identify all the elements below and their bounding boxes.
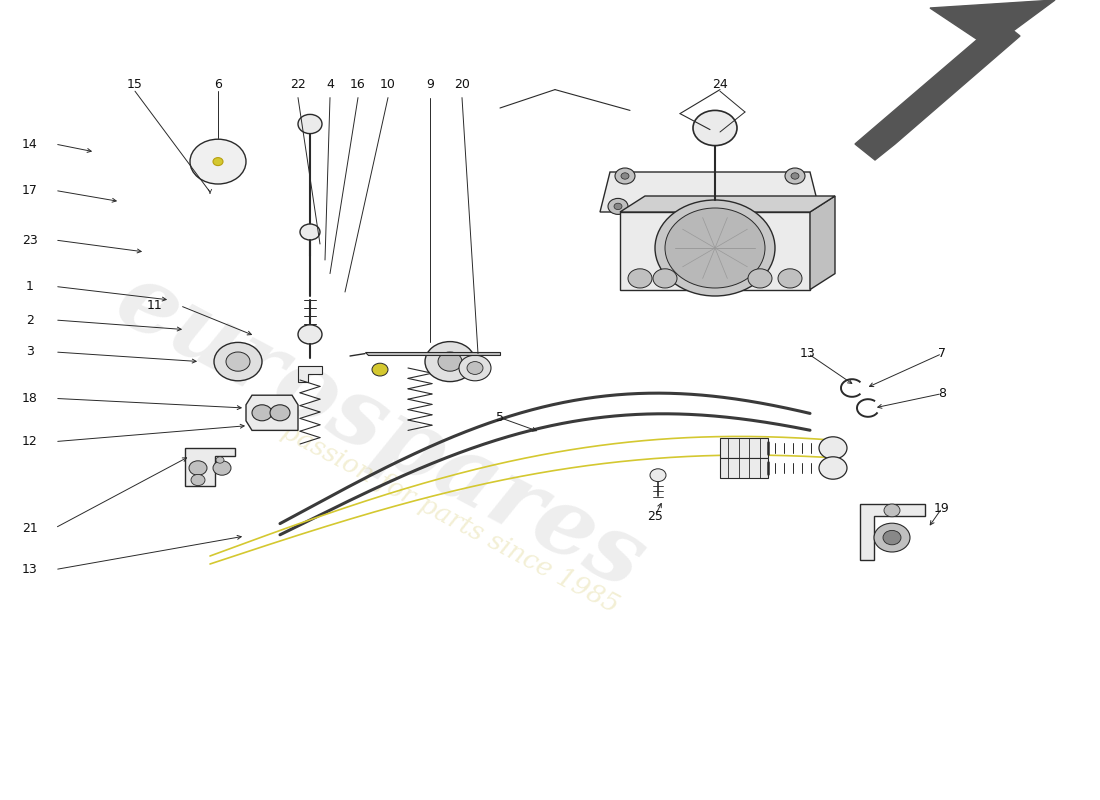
- Circle shape: [884, 504, 900, 517]
- Text: 12: 12: [22, 435, 37, 448]
- Text: 5: 5: [496, 411, 504, 424]
- Text: 13: 13: [22, 563, 37, 576]
- Circle shape: [820, 437, 847, 459]
- Circle shape: [252, 405, 272, 421]
- Circle shape: [820, 457, 847, 479]
- Text: 20: 20: [454, 78, 470, 90]
- Circle shape: [226, 352, 250, 371]
- Text: 19: 19: [934, 502, 950, 514]
- Circle shape: [785, 168, 805, 184]
- Circle shape: [802, 203, 810, 210]
- Circle shape: [438, 352, 462, 371]
- Circle shape: [791, 173, 799, 179]
- Circle shape: [653, 269, 676, 288]
- Circle shape: [874, 523, 910, 552]
- Polygon shape: [855, 20, 1020, 160]
- Text: 10: 10: [381, 78, 396, 90]
- Circle shape: [693, 110, 737, 146]
- Circle shape: [372, 363, 388, 376]
- Text: 22: 22: [290, 78, 306, 90]
- Circle shape: [298, 114, 322, 134]
- Text: 11: 11: [147, 299, 163, 312]
- Polygon shape: [810, 196, 835, 290]
- Text: 21: 21: [22, 522, 37, 534]
- Circle shape: [298, 325, 322, 344]
- Text: 1: 1: [26, 280, 34, 293]
- Text: 4: 4: [326, 78, 334, 90]
- Text: a passion for parts since 1985: a passion for parts since 1985: [256, 406, 624, 618]
- Circle shape: [468, 362, 483, 374]
- Text: 8: 8: [938, 387, 946, 400]
- Polygon shape: [246, 395, 298, 430]
- Polygon shape: [600, 172, 820, 212]
- Circle shape: [666, 208, 764, 288]
- Text: 18: 18: [22, 392, 37, 405]
- Polygon shape: [720, 458, 768, 478]
- Text: 25: 25: [647, 510, 663, 522]
- Text: 6: 6: [214, 78, 222, 90]
- Text: 9: 9: [426, 78, 433, 90]
- Circle shape: [650, 469, 666, 482]
- Circle shape: [748, 269, 772, 288]
- Circle shape: [191, 474, 205, 486]
- Polygon shape: [365, 352, 501, 355]
- Circle shape: [628, 269, 652, 288]
- Text: 2: 2: [26, 314, 34, 326]
- Circle shape: [216, 457, 224, 463]
- Text: eurospares: eurospares: [100, 255, 660, 609]
- Circle shape: [459, 355, 491, 381]
- Circle shape: [190, 139, 246, 184]
- Circle shape: [608, 198, 628, 214]
- Polygon shape: [620, 212, 810, 290]
- Text: 16: 16: [350, 78, 366, 90]
- Circle shape: [778, 269, 802, 288]
- Text: 14: 14: [22, 138, 37, 150]
- Polygon shape: [860, 504, 925, 560]
- Polygon shape: [720, 438, 768, 458]
- Polygon shape: [620, 196, 835, 212]
- Polygon shape: [185, 448, 235, 486]
- Text: 3: 3: [26, 346, 34, 358]
- Circle shape: [425, 342, 475, 382]
- Circle shape: [270, 405, 290, 421]
- Circle shape: [796, 198, 816, 214]
- Text: 7: 7: [938, 347, 946, 360]
- Text: 17: 17: [22, 184, 37, 197]
- Circle shape: [614, 203, 622, 210]
- Text: 15: 15: [128, 78, 143, 90]
- Circle shape: [883, 530, 901, 545]
- Circle shape: [654, 200, 776, 296]
- Text: 24: 24: [712, 78, 728, 90]
- Text: 13: 13: [800, 347, 816, 360]
- Circle shape: [615, 168, 635, 184]
- Circle shape: [621, 173, 629, 179]
- Circle shape: [213, 158, 223, 166]
- Polygon shape: [298, 366, 322, 382]
- Circle shape: [213, 461, 231, 475]
- Circle shape: [189, 461, 207, 475]
- Polygon shape: [930, 0, 1055, 48]
- Circle shape: [214, 342, 262, 381]
- Text: 23: 23: [22, 234, 37, 246]
- Circle shape: [300, 224, 320, 240]
